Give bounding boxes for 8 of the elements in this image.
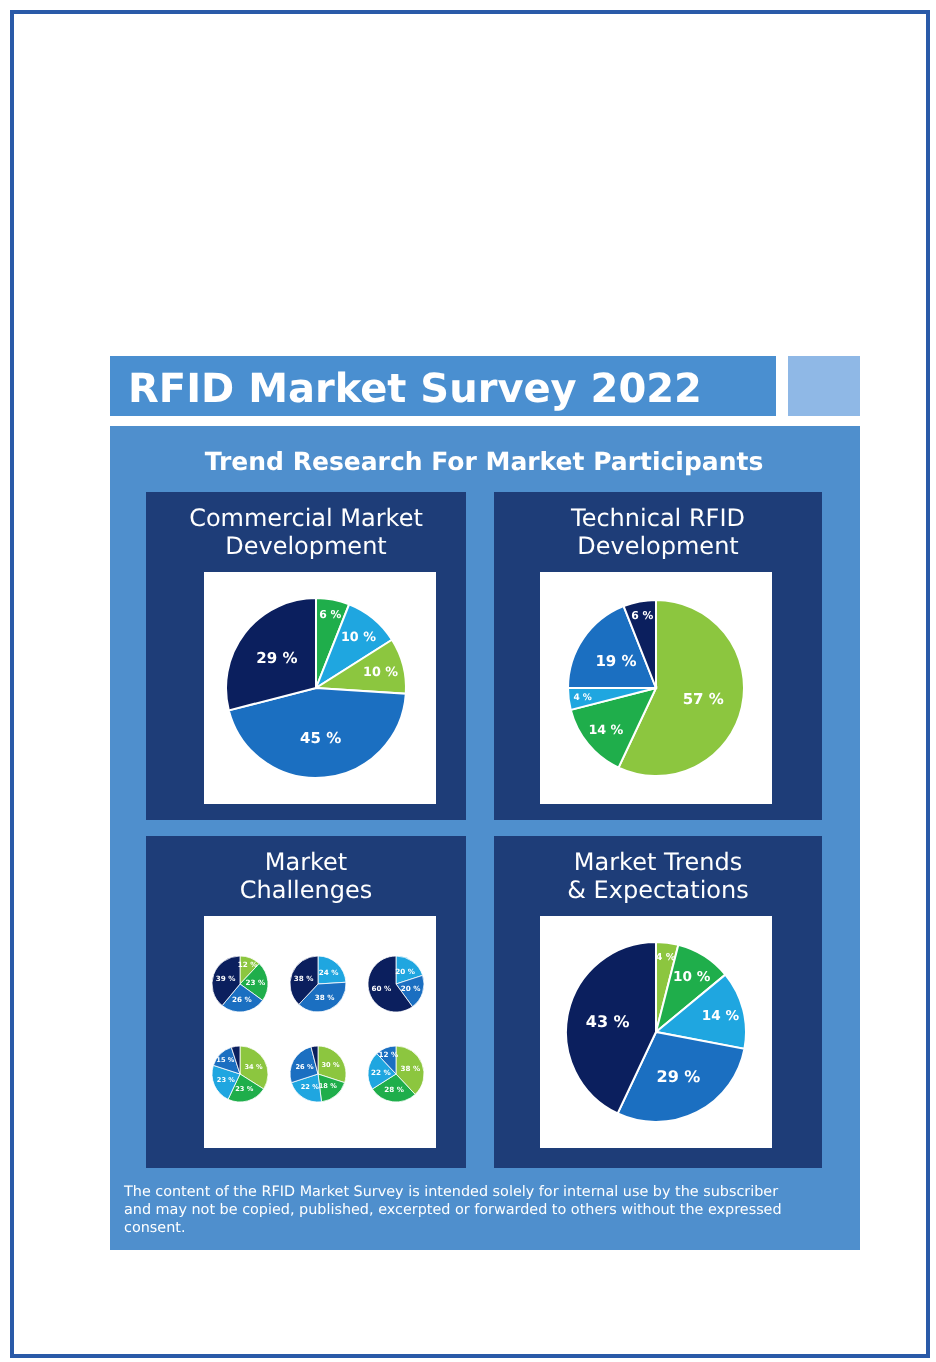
chart-title: Market Trends & Expectations — [567, 848, 749, 904]
data-label: 29 % — [656, 1067, 701, 1086]
chart-title: Commercial Market Development — [189, 504, 424, 560]
text: Trend Research For Market Participants — [204, 446, 764, 476]
data-label: 43 % — [585, 1012, 630, 1031]
text: RFID Market Survey 2022 — [128, 364, 702, 412]
chart-title: Market Challenges — [239, 848, 373, 904]
chart-title: Technical RFID Development — [569, 504, 745, 560]
